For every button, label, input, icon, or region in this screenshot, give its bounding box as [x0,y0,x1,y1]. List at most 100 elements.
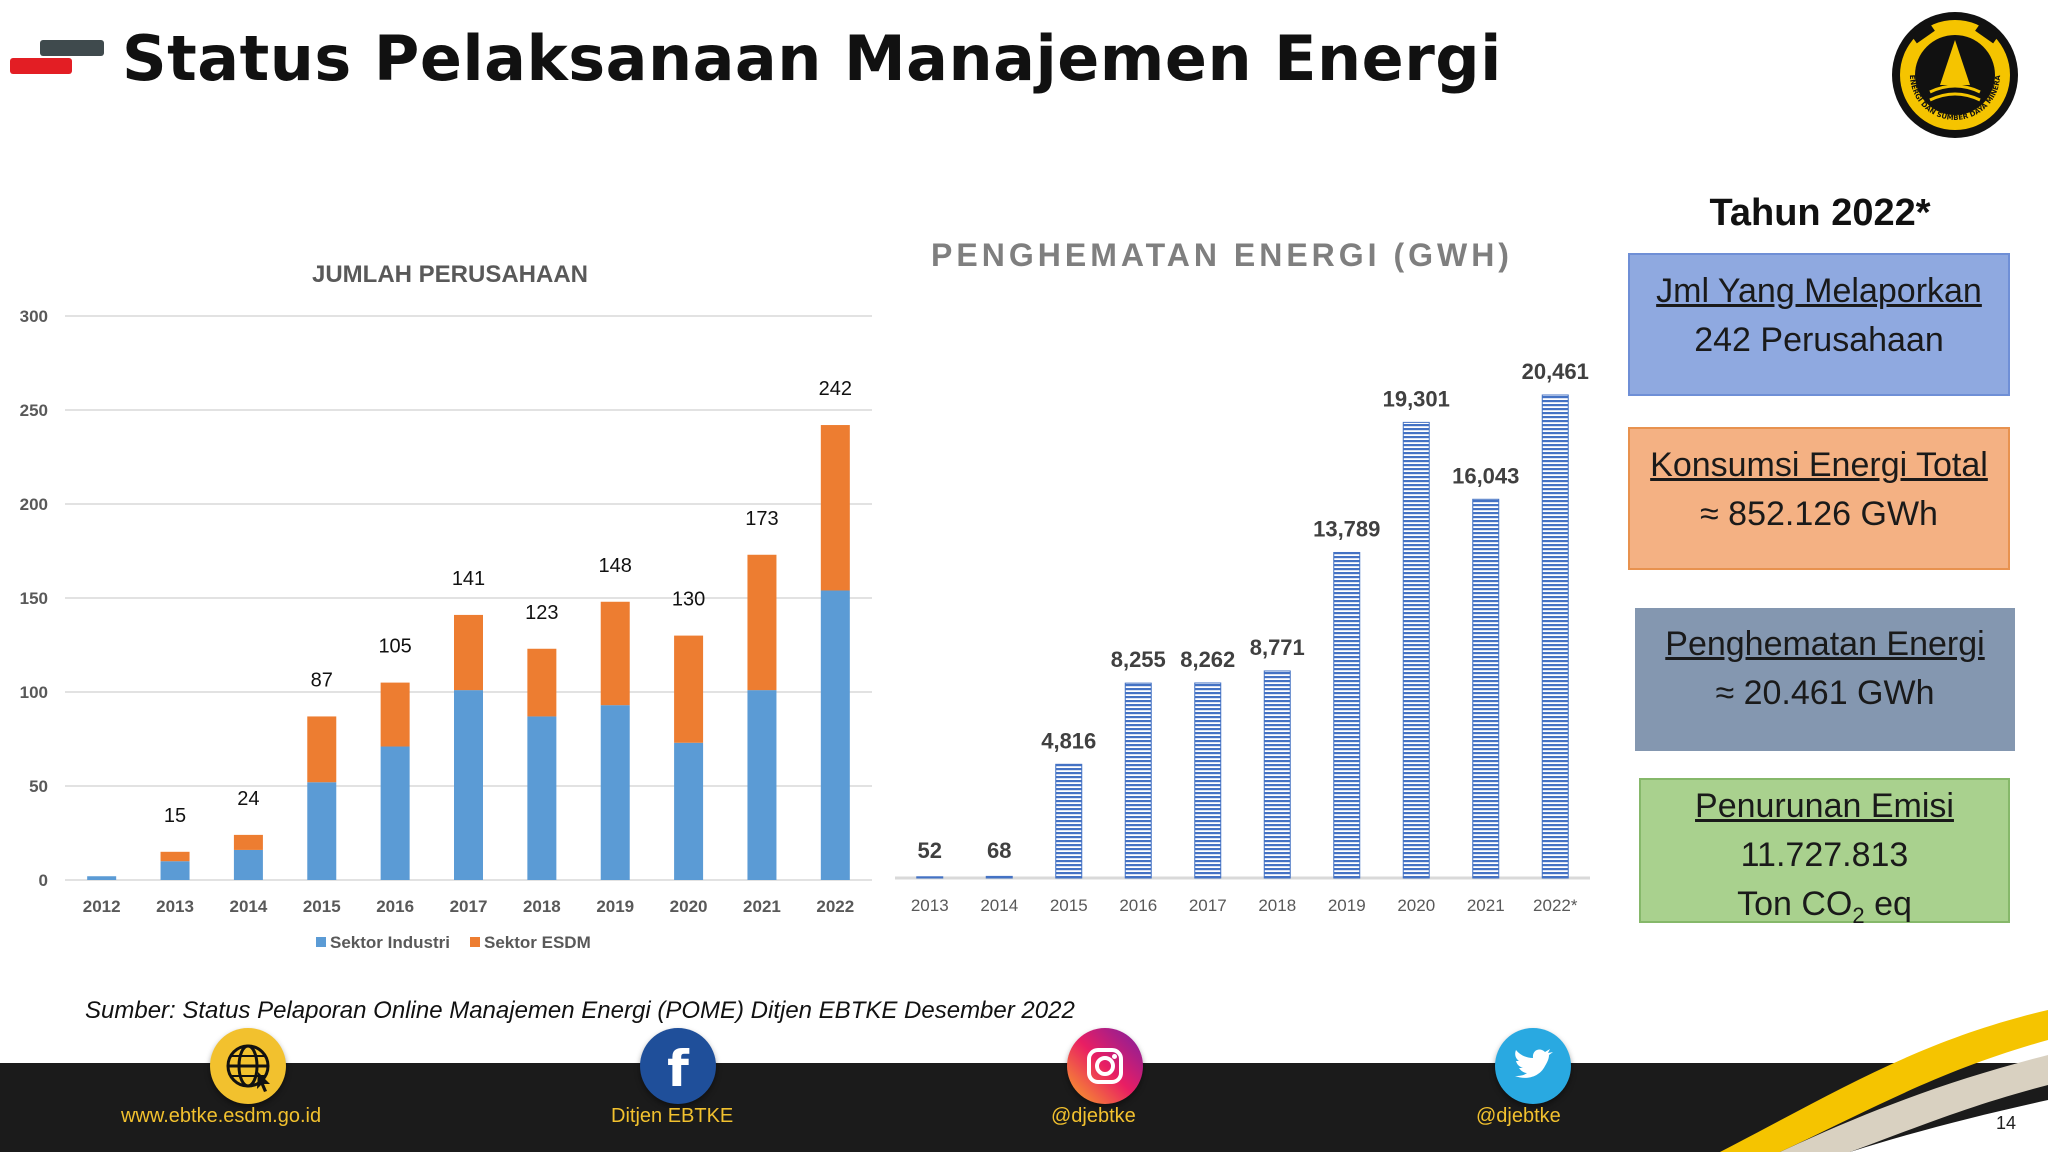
chart1-legend-label: Sektor Industri [330,933,450,952]
svg-text:f: f [667,1040,690,1098]
footer-link-facebook[interactable]: Ditjen EBTKE [611,1105,734,1127]
chart1-ytick-label: 50 [29,777,48,796]
chart1-bar-segment [160,861,190,880]
chart2-value-label: 4,816 [1041,728,1096,753]
chart1-total-label: 242 [819,378,852,400]
reporting-companies-value: 242 Perusahaan [1694,321,1944,359]
instagram-icon[interactable] [1067,1028,1143,1104]
chart2-xtick-label: 2019 [1328,896,1366,915]
esdm-logo: ENERGI DAN SUMBER DAYA MINERAL [1890,10,2018,138]
chart1-ytick-label: 0 [39,871,48,890]
chart1-legend-swatch [316,937,326,947]
chart1-bar-segment [380,682,410,747]
total-consumption-value: ≈ 852.126 GWh [1700,495,1938,533]
chart1-bar-segment [747,554,777,691]
chart2-bar [1124,682,1152,879]
title-accent-red [10,58,72,74]
unit-suffix: eq [1864,885,1912,923]
chart1-bar-segment [233,849,263,880]
footer-link-instagram[interactable]: @djebtke [1051,1105,1136,1127]
chart2-value-label: 8,262 [1180,647,1235,672]
chart2-value-label: 16,043 [1452,463,1519,488]
emission-reduction-box: Penurunan Emisi 11.727.813 Ton CO2 eq [1639,778,2010,928]
unit-prefix: Ton CO [1737,885,1853,923]
total-consumption-heading: Konsumsi Energi Total [1650,446,1988,484]
chart1-bar-segment [527,648,557,717]
chart1-bar-segment [454,690,483,880]
chart2-bar [1194,682,1222,879]
chart1-xtick-label: 2013 [156,897,194,916]
chart1-xtick-label: 2022 [816,897,854,916]
chart2-xtick-label: 2018 [1258,896,1296,915]
reporting-companies-box: Jml Yang Melaporkan 242 Perusahaan [1628,253,2010,396]
reporting-companies-heading: Jml Yang Melaporkan [1656,272,1982,310]
chart2-bar [916,876,944,879]
total-consumption-box: Konsumsi Energi Total ≈ 852.126 GWh [1628,427,2010,570]
chart1-bar-segment [674,742,704,880]
chart1-legend-swatch [470,937,480,947]
source-note: Sumber: Status Pelaporan Online Manajeme… [85,997,1075,1024]
emission-reduction-value: 11.727.813 [1740,836,1909,874]
chart1-bar-segment [233,834,263,850]
chart1-bar-segment [600,705,630,880]
chart1-bar-segment [820,590,850,880]
energy-savings-heading: Penghematan Energi [1665,625,1985,663]
chart1-bar-segment [674,635,704,743]
chart2-bar [1541,394,1569,879]
chart1-xtick-label: 2021 [743,897,781,916]
facebook-icon[interactable]: f [640,1028,716,1104]
chart2-value-label: 8,255 [1111,647,1166,672]
chart2-bar [1333,551,1361,879]
chart1-bar-segment [527,716,557,880]
chart1-xtick-label: 2015 [303,897,341,916]
chart1-bar-segment [600,601,630,706]
chart1-xtick-label: 2012 [83,897,121,916]
unit-subscript: 2 [1852,902,1865,928]
footer-link-twitter[interactable]: @djebtke [1476,1105,1561,1127]
chart1-xtick-label: 2020 [670,897,708,916]
chart1-total-label: 148 [599,555,632,577]
twitter-icon[interactable] [1495,1028,1571,1104]
chart1-total-label: 141 [452,568,485,590]
globe-icon[interactable] [210,1028,286,1104]
company-count-chart: JUMLAH PERUSAHAAN 0 50 100 150 200 250 300 2012 2… [20,261,872,952]
emission-reduction-heading: Penurunan Emisi [1695,787,1954,825]
chart1-bar-segment [747,690,777,880]
energy-savings-value: ≈ 20.461 GWh [1715,674,1935,712]
emission-reduction-unit: Ton CO2 eq [1737,885,1912,928]
chart2-bar [1055,763,1083,879]
chart1-total-label: 130 [672,589,705,611]
footer-swoosh [1720,1010,2048,1152]
chart1-bar-segment [307,716,337,783]
footer-bar [0,1063,2048,1152]
chart2-xtick-label: 2021 [1467,896,1505,915]
chart2-xtick-label: 2014 [980,896,1018,915]
chart1-xtick-label: 2016 [376,897,414,916]
chart1-xtick-label: 2018 [523,897,561,916]
chart2-bar [1402,421,1430,879]
chart1-ytick-label: 200 [20,495,48,514]
chart1-total-label: 105 [378,636,411,658]
chart1-bar-segment [87,876,117,880]
chart1-bar-segment [820,425,850,591]
chart2-bar [985,875,1013,879]
chart2-xtick-label: 2020 [1397,896,1435,915]
chart1-total-label: 24 [237,788,259,810]
footer-link-website[interactable]: www.ebtke.esdm.go.id [121,1105,322,1127]
chart1-ytick-label: 250 [20,401,48,420]
chart1-xtick-label: 2019 [596,897,634,916]
chart1-legend-label: Sektor ESDM [484,933,591,952]
chart1-bar-segment [380,746,410,880]
chart1-ytick-label: 100 [20,683,48,702]
chart1-bar-segment [160,851,190,862]
chart1-ytick-label: 300 [20,307,48,326]
chart2-bar [1472,498,1500,879]
chart1-total-label: 173 [745,508,778,530]
chart2-value-label: 20,461 [1522,359,1589,384]
chart1-title: JUMLAH PERUSAHAAN [312,261,588,288]
energy-savings-chart: PENGHEMATAN ENERGI (GWH) 52 2013 68 2014 4,81… [895,237,1590,915]
chart2-xtick-label: 2015 [1050,896,1088,915]
chart2-xtick-label: 2016 [1119,896,1157,915]
chart2-value-label: 52 [918,838,942,863]
